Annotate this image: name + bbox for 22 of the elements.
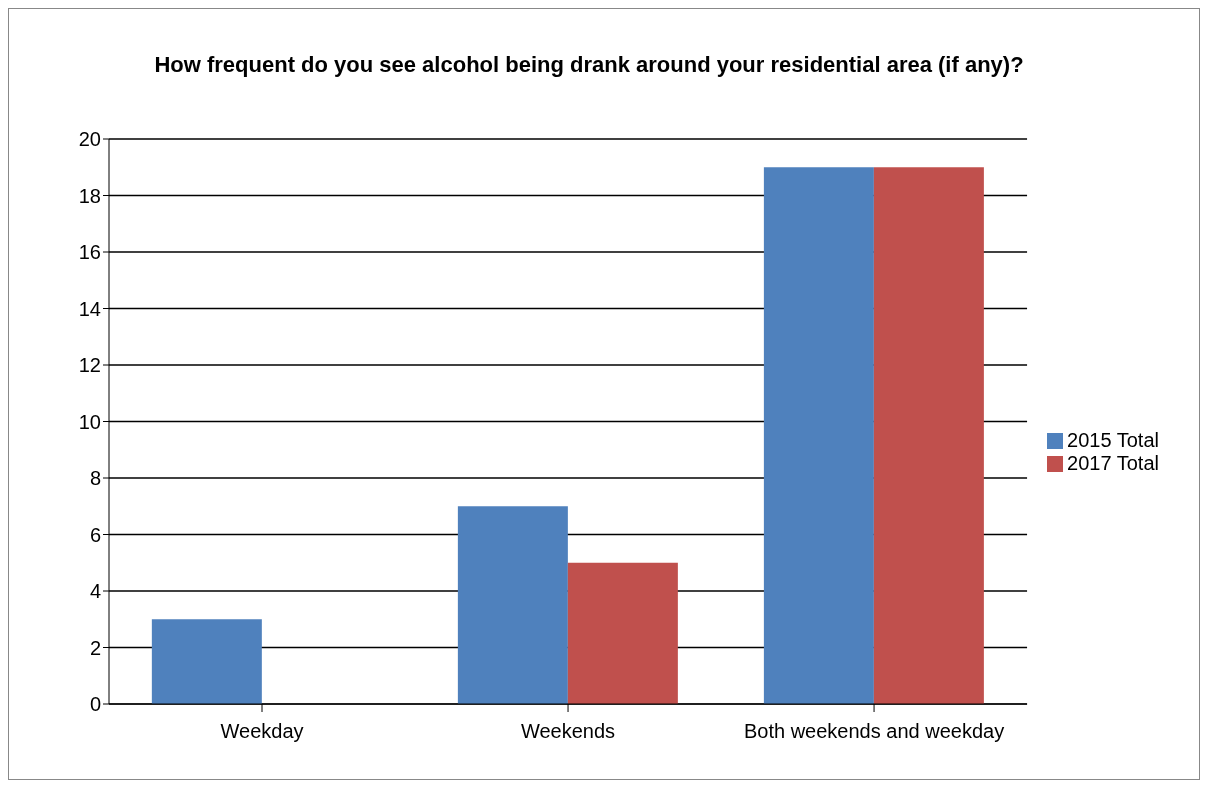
x-tick-label: Weekends <box>520 720 616 742</box>
y-tick-label: 16 <box>78 241 101 264</box>
y-tick-label: 10 <box>78 410 101 433</box>
bar <box>567 562 678 704</box>
x-tick-label: Weekday <box>220 720 304 742</box>
y-tick-label: 4 <box>89 580 101 603</box>
y-tick-label: 0 <box>89 693 101 716</box>
y-tick-label: 14 <box>78 297 101 320</box>
y-tick-label: 18 <box>78 184 101 207</box>
y-tick-label: 20 <box>78 128 101 151</box>
y-tick-label: 2 <box>89 636 101 659</box>
legend-label: 2015 Total <box>1067 428 1159 451</box>
y-tick-label: 8 <box>89 467 101 490</box>
y-tick-label: 12 <box>78 354 101 377</box>
y-tick-label: 6 <box>89 523 101 546</box>
bar <box>873 167 984 704</box>
legend-label: 2017 Total <box>1067 451 1159 474</box>
bar <box>457 506 568 704</box>
x-tick-label: Both weekends and weekday <box>743 720 1005 742</box>
bar <box>763 167 874 704</box>
chart-title: How frequent do you see alcohol being drank around your residential area (if any)? <box>153 51 1025 79</box>
bar <box>151 619 262 704</box>
